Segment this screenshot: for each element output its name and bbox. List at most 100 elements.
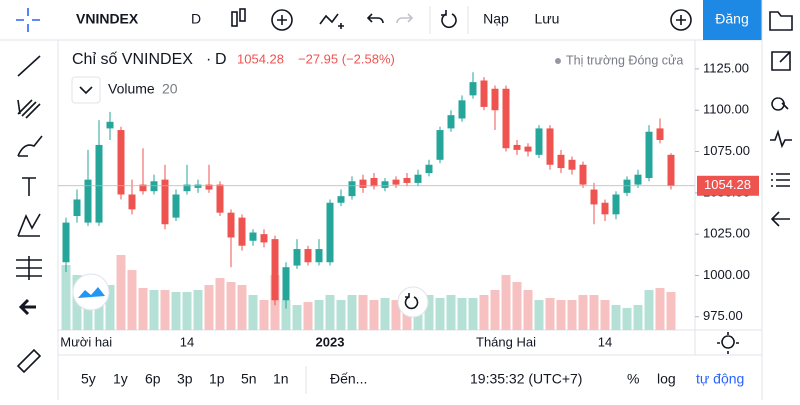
candle-body: [271, 239, 279, 301]
candle-body: [667, 154, 675, 186]
volume-bar: [512, 282, 522, 330]
compare[interactable]: [319, 13, 344, 29]
volume-bar: [655, 288, 665, 330]
candle-body: [656, 128, 664, 140]
y-tick-label: 975.00: [703, 308, 743, 323]
range-bar: 5y 1y 6p 3p 1p 5n 1n: [81, 371, 289, 387]
collapse[interactable]: [770, 211, 790, 227]
prediction-tool[interactable]: [16, 256, 42, 280]
interval[interactable]: D: [191, 11, 201, 27]
candle-body: [403, 177, 411, 183]
symbol[interactable]: VNINDEX: [76, 11, 139, 27]
range-button[interactable]: 3p: [177, 371, 193, 387]
volume-bar: [666, 292, 676, 330]
y-tick-label: 1000.00: [703, 267, 750, 282]
volume-bar: [336, 300, 346, 330]
candle-body: [62, 222, 70, 263]
volume-bar: [248, 295, 258, 330]
back-tool[interactable]: [18, 298, 36, 316]
brush-tool[interactable]: [17, 135, 43, 157]
volume-bar: [600, 300, 610, 330]
candle-body: [447, 115, 455, 129]
legend-separator: ·: [206, 51, 211, 68]
reset-icon: [404, 293, 419, 310]
volume-bar: [259, 300, 269, 330]
candle-body: [128, 194, 136, 210]
search[interactable]: [771, 97, 789, 111]
range-button[interactable]: 1p: [209, 371, 225, 387]
candle-body: [106, 121, 114, 129]
volume-bar: [204, 285, 214, 330]
volume-bar: [182, 292, 192, 330]
reset[interactable]: [441, 10, 457, 29]
chevron[interactable]: [79, 86, 93, 95]
volume-bar: [380, 298, 390, 330]
text-tool[interactable]: [22, 177, 36, 196]
last-price-label: 1054.28: [704, 177, 751, 192]
volume-bar: [435, 298, 445, 330]
candle-body: [73, 199, 81, 216]
collapse-legend[interactable]: [71, 76, 101, 104]
signin-button[interactable]: [703, 0, 762, 40]
volume-bar: [457, 298, 467, 330]
range-button[interactable]: 5y: [81, 371, 96, 387]
candle-body: [238, 217, 246, 246]
range-button[interactable]: 6p: [145, 371, 161, 387]
pattern-tool[interactable]: [17, 213, 41, 237]
candle-body: [436, 130, 444, 160]
list[interactable]: [771, 173, 790, 187]
plot-area: [58, 72, 695, 330]
trend-line-tool[interactable]: [17, 55, 41, 77]
undo[interactable]: [366, 13, 384, 24]
load-button[interactable]: Nạp: [483, 11, 509, 27]
candle-body: [161, 179, 169, 225]
redo: [396, 13, 414, 24]
candle-body: [502, 88, 510, 149]
price-change: −27.95 (−2.58%): [298, 51, 395, 66]
add-button[interactable]: [670, 9, 692, 31]
signin-label[interactable]: Đăng: [715, 11, 748, 27]
candle-body: [260, 234, 268, 243]
volume-bar: [325, 295, 335, 330]
candle-body: [524, 146, 532, 152]
candle-body: [205, 184, 213, 190]
candle-body: [623, 179, 631, 193]
volume-bar: [314, 300, 324, 330]
popout[interactable]: [771, 51, 791, 71]
log-toggle[interactable]: log: [657, 371, 676, 387]
percent-toggle[interactable]: %: [627, 371, 639, 387]
save-button[interactable]: Lưu: [535, 11, 560, 27]
volume-bar: [105, 285, 115, 330]
candle-body: [370, 177, 378, 187]
range-button[interactable]: 5n: [241, 371, 257, 387]
candle-body: [579, 164, 587, 185]
logo[interactable]: [72, 273, 110, 311]
volume-bar: [611, 305, 621, 330]
volume-bar: [545, 298, 555, 330]
ruler-tool[interactable]: [16, 348, 42, 374]
volume-bar: [292, 305, 302, 330]
top-bar: [0, 0, 800, 40]
auto-toggle[interactable]: tự động: [696, 371, 744, 387]
watchlist[interactable]: [769, 11, 793, 31]
range-button[interactable]: 1n: [273, 371, 289, 387]
x-tick-label: 2023: [316, 334, 345, 349]
candle-body: [634, 174, 642, 185]
fib-tool[interactable]: [17, 99, 41, 119]
goto-date[interactable]: Đến...: [330, 371, 367, 387]
candle-body: [458, 100, 466, 119]
indicators-panel[interactable]: [770, 129, 792, 149]
time-axis: Tháng Mười hai 14 2023 Tháng Hai 14: [58, 334, 612, 349]
candle-body: [491, 88, 499, 111]
crosshair-tool[interactable]: [16, 8, 40, 32]
volume-bar: [160, 290, 170, 330]
range-button[interactable]: 1y: [113, 371, 128, 387]
reset-chart[interactable]: [397, 286, 429, 318]
candle-body: [612, 194, 620, 215]
candle-body: [183, 184, 191, 192]
candle-body: [359, 179, 367, 188]
candle-type[interactable]: [231, 8, 246, 27]
indicators[interactable]: [271, 9, 293, 31]
settings[interactable]: [717, 332, 739, 354]
